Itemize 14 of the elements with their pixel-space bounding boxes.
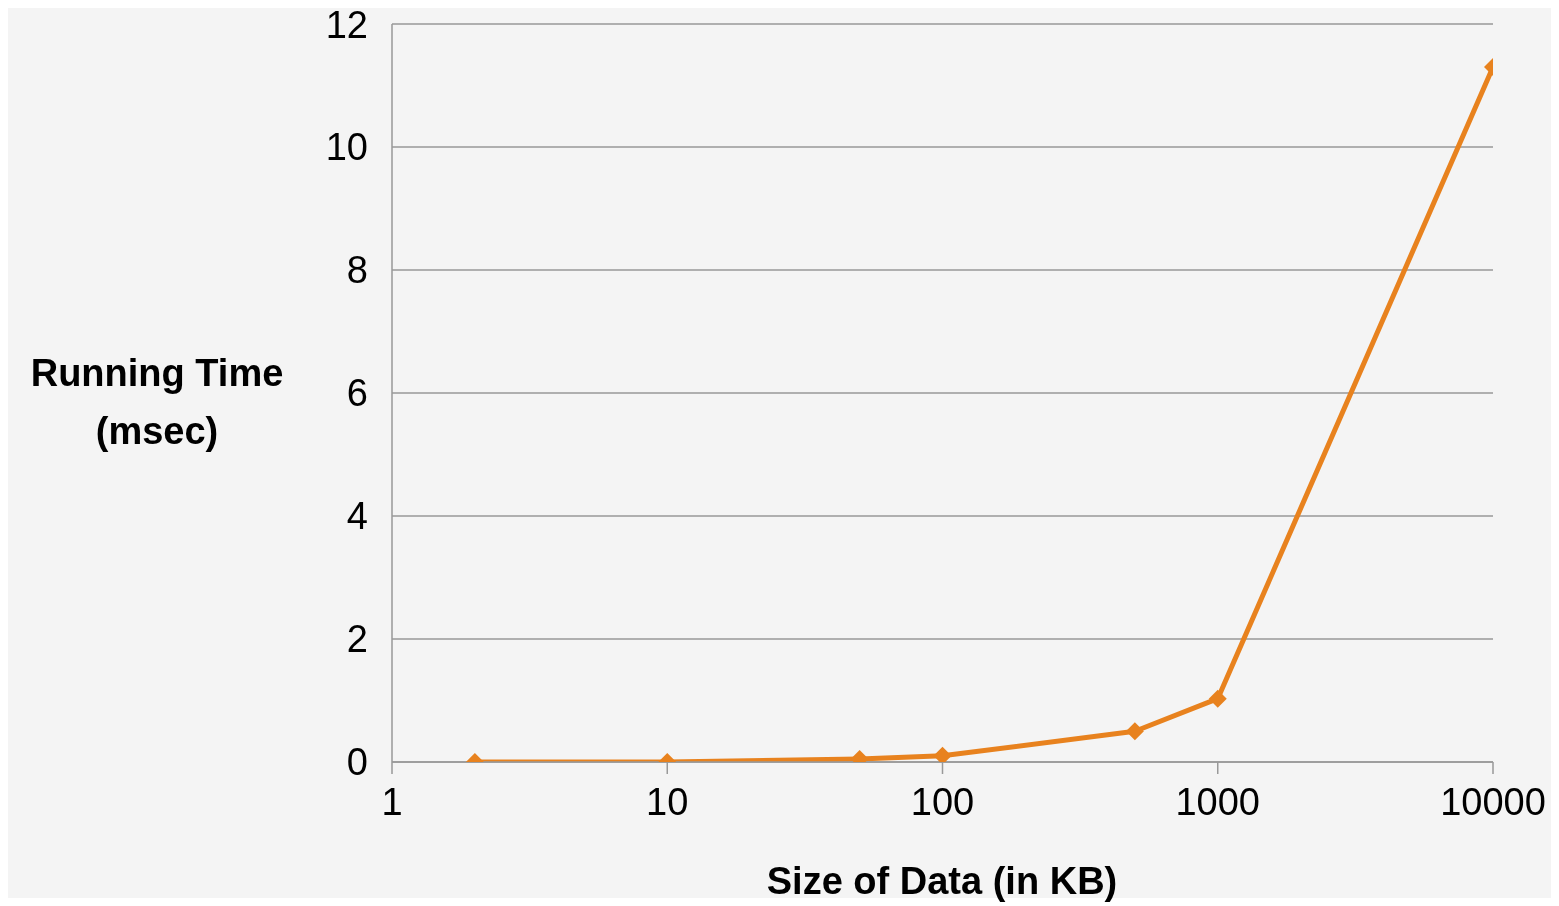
- y-tick-label: 6: [346, 372, 368, 415]
- x-axis-title: Size of Data (in KB): [765, 860, 1119, 903]
- y-tick-label: 4: [346, 495, 368, 538]
- y-axis-title: Running Time (msec): [29, 351, 285, 454]
- x-tick-label: 1000: [1175, 780, 1261, 823]
- y-tick-label: 12: [325, 3, 368, 46]
- y-tick-label: 2: [346, 618, 368, 661]
- x-tick-label: 10000: [1440, 780, 1546, 823]
- y-tick-label: 0: [346, 741, 368, 784]
- x-tick-label: 10: [646, 780, 689, 823]
- y-tick-label: 8: [346, 249, 368, 292]
- x-tick-label: 1: [381, 780, 403, 823]
- y-tick-label: 10: [325, 126, 368, 169]
- x-tick-label: 100: [910, 780, 975, 823]
